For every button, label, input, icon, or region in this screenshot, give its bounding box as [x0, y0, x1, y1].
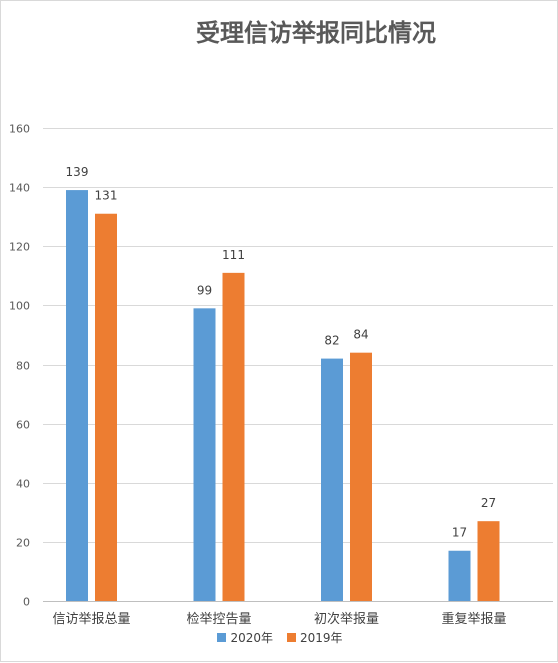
bar [222, 272, 245, 601]
y-tick-label: 140 [9, 182, 30, 195]
x-category-label: 检举控告量 [186, 612, 251, 627]
bar [95, 213, 117, 601]
data-label: 99 [197, 283, 212, 297]
data-label: 84 [353, 328, 368, 342]
y-tick-label: 0 [23, 596, 30, 609]
y-tick-label: 160 [9, 123, 30, 136]
y-tick-label: 80 [16, 360, 30, 373]
x-category-label: 信访举报总量 [52, 612, 130, 627]
bars [66, 190, 500, 602]
legend-label: 2019年 [300, 631, 343, 645]
x-category-label: 重复举报量 [441, 611, 506, 627]
legend-swatch [287, 633, 296, 642]
y-axis-ticks: 0 20 40 60 80 100 120 140 160 [9, 123, 30, 609]
x-category-label: 初次举报量 [314, 611, 379, 627]
legend-label: 2020年 [230, 631, 273, 645]
y-tick-label: 120 [9, 241, 30, 254]
legend-item: 2020年 [217, 629, 273, 646]
bar [193, 308, 216, 601]
data-label: 27 [481, 496, 496, 510]
y-tick-label: 40 [16, 478, 30, 491]
y-tick-label: 100 [9, 300, 30, 313]
y-tick-label: 60 [16, 419, 30, 432]
bar [66, 190, 88, 602]
data-label: 82 [324, 334, 339, 348]
bar [321, 358, 343, 601]
legend-swatch [217, 633, 227, 642]
y-tick-label: 20 [16, 537, 30, 550]
data-labels: 139 131 99 111 82 84 17 27 [66, 165, 497, 540]
data-label: 111 [222, 248, 245, 262]
bar [350, 352, 372, 601]
gridlines [43, 128, 553, 602]
legend: 2020年 2019年 [1, 629, 558, 646]
data-label: 139 [66, 165, 89, 179]
bar [477, 521, 500, 601]
data-label: 131 [95, 189, 118, 203]
data-label: 17 [452, 526, 467, 540]
chart-title: 受理信访举报同比情况 [196, 18, 436, 47]
x-axis-categories: 信访举报总量 检举控告量 初次举报量 重复举报量 [52, 611, 506, 627]
bar [448, 550, 471, 601]
legend-item: 2019年 [287, 629, 343, 646]
